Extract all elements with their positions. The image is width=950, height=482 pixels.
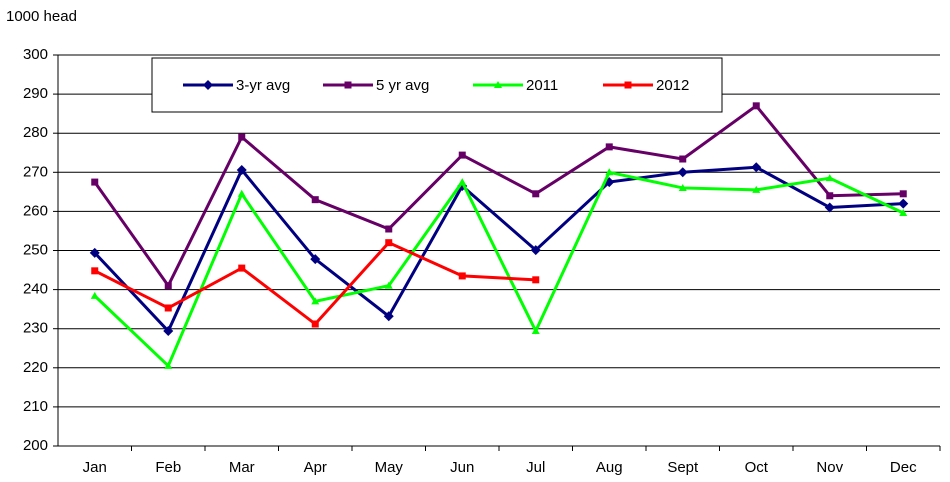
x-tick-label: Aug [596,459,623,476]
marker [605,143,613,151]
x-tick-label: Sept [667,459,699,476]
x-tick-label: Feb [155,459,181,476]
marker [163,326,174,337]
x-tick-label: Jan [83,459,107,476]
x-tick-label: Oct [745,459,769,476]
y-tick-label: 300 [23,46,48,63]
marker [678,183,687,191]
marker [90,291,99,299]
marker [91,267,99,275]
x-tick-label: Mar [229,459,255,476]
marker [238,133,246,141]
y-tick-label: 250 [23,241,48,258]
marker [825,174,834,182]
marker [310,254,321,265]
marker [458,178,467,186]
x-tick-label: Jun [450,459,474,476]
marker [494,81,502,88]
marker [752,102,760,110]
series-line [93,170,904,369]
marker [605,168,614,176]
marker [898,198,909,209]
legend-label: 5 yr avg [376,77,429,94]
x-tick-label: Nov [816,459,843,476]
marker [899,208,908,216]
marker [344,81,352,89]
marker [824,202,835,213]
marker [899,190,907,198]
marker [311,320,319,328]
marker [383,311,394,322]
marker [530,245,541,256]
marker [91,178,99,186]
marker [385,225,393,233]
marker [679,155,687,163]
marker [238,264,246,272]
marker [164,361,173,369]
marker [826,192,834,200]
x-tick-label: Jul [526,459,545,476]
y-tick-label: 290 [23,85,48,102]
marker [237,189,246,197]
marker [311,297,320,305]
marker [89,247,100,258]
marker [531,327,540,335]
marker [385,239,393,247]
marker [532,190,540,198]
y-tick-label: 260 [23,202,48,219]
y-tick-label: 220 [23,359,48,376]
marker [164,304,172,312]
marker [384,281,393,289]
y-tick-label: 230 [23,320,48,337]
x-tick-label: Apr [304,459,327,476]
marker [164,282,172,290]
marker [624,81,632,89]
series-line [93,165,904,334]
y-axis-label: 1000 head [6,8,77,25]
marker [203,80,213,90]
y-tick-label: 240 [23,281,48,298]
y-tick-label: 270 [23,163,48,180]
marker [677,167,688,178]
marker [458,272,466,280]
x-tick-label: May [375,459,404,476]
legend-label: 2011 [526,77,558,94]
marker [532,276,540,284]
series-line [93,103,904,289]
marker [752,185,761,193]
x-tick-label: Dec [890,459,917,476]
legend-label: 3-yr avg [236,77,290,94]
marker [311,196,319,204]
legend-label: 2012 [656,77,689,94]
y-tick-label: 210 [23,398,48,415]
y-tick-label: 280 [23,124,48,141]
marker [458,151,466,159]
marker [751,162,762,173]
y-tick-label: 200 [23,437,48,454]
marker [236,164,247,175]
